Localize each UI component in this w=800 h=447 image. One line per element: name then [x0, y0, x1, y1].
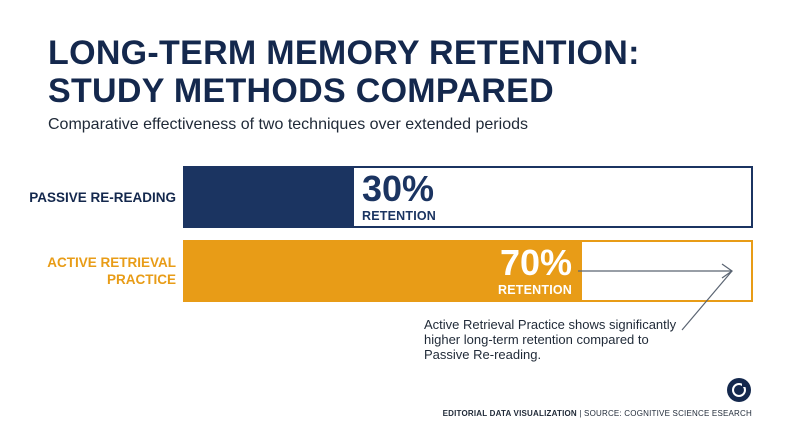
annotation-leader-line [681, 270, 733, 331]
value-number: 70% [499, 242, 573, 283]
category-label-passive-re-reading: PASSIVE RE-READING [29, 189, 176, 205]
circle-logo-icon [727, 378, 751, 402]
value-number: 30% [362, 168, 435, 209]
category-label-active-retrieval-practice: ACTIVE RETRIEVAL PRACTICE [47, 255, 176, 287]
value-label-passive-re-reading: 30% RETENTION [362, 171, 436, 223]
chart-title-line-2: STUDY METHODS COMPARED [48, 72, 554, 110]
footer-source: SOURCE: COGNITIVE SCIENCE ESEARCH [584, 409, 752, 418]
bar-passive-re-reading [185, 168, 354, 226]
bar-track-passive-re-reading [183, 166, 753, 228]
value-unit: RETENTION [498, 283, 573, 297]
value-label-active-retrieval-practice: 70% RETENTION [498, 245, 572, 297]
chart-subtitle: Comparative effectiveness of two techniq… [48, 116, 528, 133]
annotation-text: Active Retrieval Practice shows signific… [424, 317, 677, 362]
footer-separator: | [576, 409, 585, 418]
footer-brand: EDITORIAL DATA VISUALIZATION [442, 409, 577, 418]
chart-title: LONG-TERM MEMORY RETENTION: STUDY METHOD… [48, 34, 640, 110]
bar-active-retrieval-practice [185, 242, 582, 300]
footer: EDITORIAL DATA VISUALIZATION | SOURCE: C… [443, 409, 752, 418]
value-unit: RETENTION [362, 209, 437, 223]
chart-title-line-1: LONG-TERM MEMORY RETENTION: [48, 34, 640, 72]
